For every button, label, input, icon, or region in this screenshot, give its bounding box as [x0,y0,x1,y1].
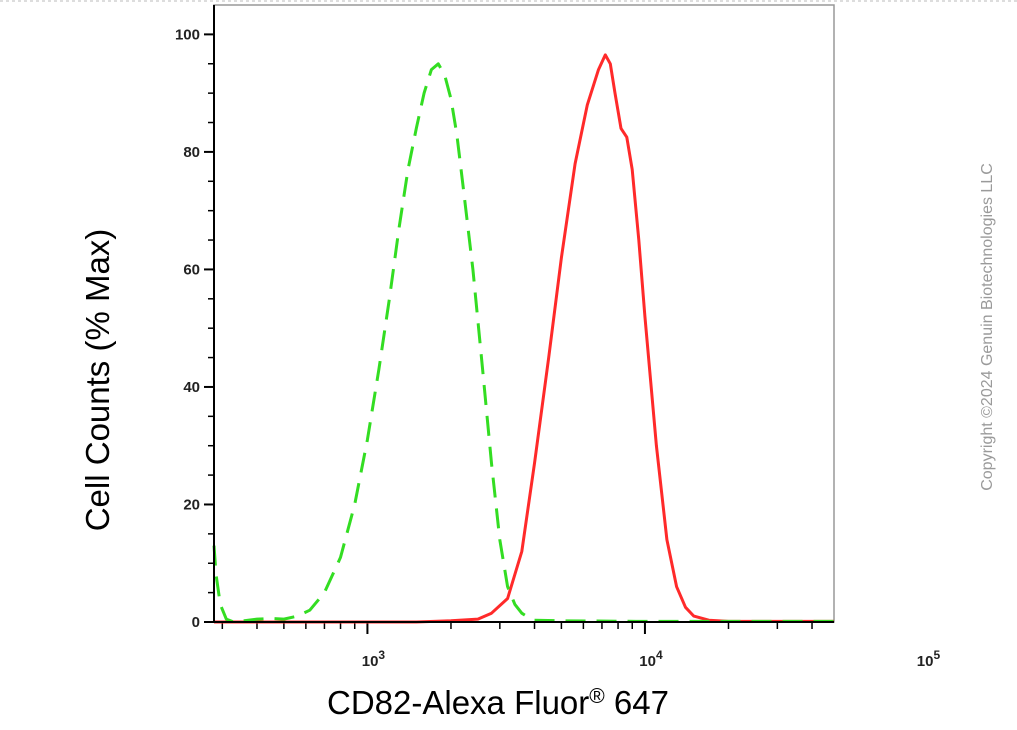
y-tick-label: 100 [175,26,200,43]
y-axis-ticks: 0 20 40 60 80 100 [175,26,214,631]
y-tick-label: 60 [183,261,200,278]
y-tick-label: 0 [192,614,200,631]
series-layer [212,53,834,624]
x-axis-ticks: 103 104 105 [221,622,941,670]
x-tick-label: 103 [362,648,386,670]
x-axis-label-suffix: 647 [605,684,669,721]
x-tick-label: 105 [917,648,941,670]
x-tick-label: 104 [639,648,663,670]
x-axis-label: CD82-Alexa Fluor® 647 [327,684,669,721]
y-tick-label: 80 [183,144,200,161]
y-tick-label: 40 [183,379,200,396]
copyright-watermark: Copyright ©2024 Genuin Biotechnologies L… [979,163,996,491]
series-line-1 [212,62,834,624]
y-axis-label: Cell Counts (% Max) [79,229,116,532]
y-tick-label: 20 [183,496,200,513]
x-axis-label-main: CD82-Alexa Fluor [327,684,589,721]
series-line-0 [214,53,834,624]
x-axis-label-sup: ® [589,685,605,708]
